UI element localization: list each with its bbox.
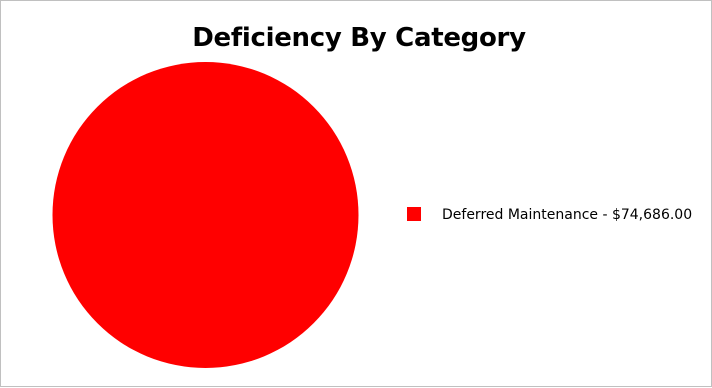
chart-title: Deficiency By Category [192,23,526,53]
legend-swatch [407,207,421,221]
pie-slice-deferred-maintenance [52,62,359,368]
legend-label: Deferred Maintenance - $74,686.00 [442,207,693,223]
